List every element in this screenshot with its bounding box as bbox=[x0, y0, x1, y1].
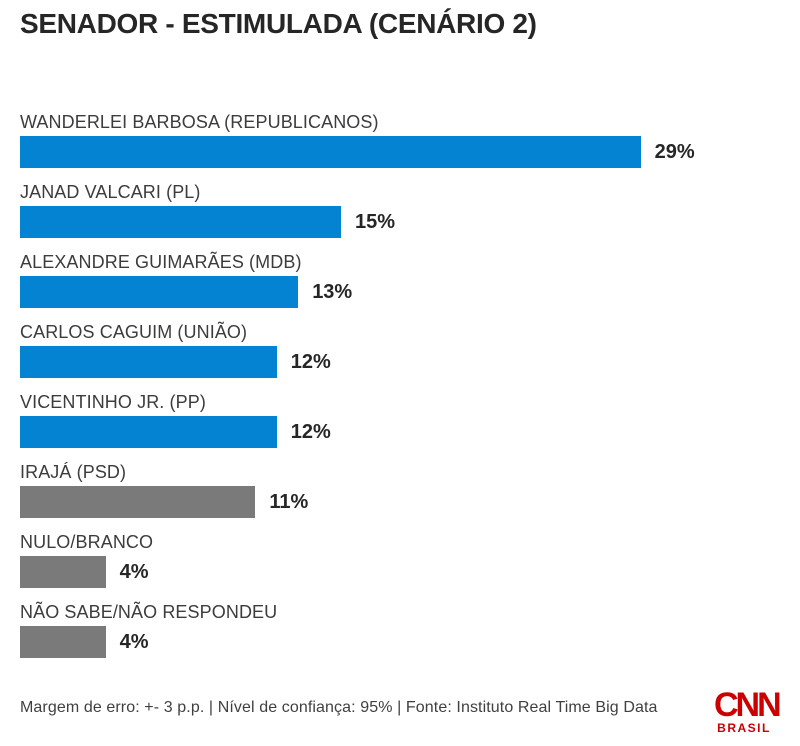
candidate-label: CARLOS CAGUIM (UNIÃO) bbox=[20, 322, 248, 342]
candidate-label: JANAD VALCARI (PL) bbox=[20, 182, 201, 202]
bar-row: ALEXANDRE GUIMARÃES (MDB) 13% bbox=[20, 252, 780, 308]
bar-line: 11% bbox=[20, 486, 780, 518]
bar bbox=[20, 206, 341, 238]
cnn-brasil-logo: CNN BRASIL bbox=[714, 686, 782, 735]
bar-value-label: 4% bbox=[119, 630, 149, 653]
bar-value-label: 11% bbox=[269, 490, 309, 513]
bar bbox=[20, 346, 277, 378]
bar-line: 12% bbox=[20, 416, 780, 448]
candidate-label: NULO/BRANCO bbox=[20, 532, 154, 552]
bar-value-label: 13% bbox=[312, 280, 353, 303]
bar-line: 12% bbox=[20, 346, 780, 378]
bar bbox=[20, 416, 277, 448]
bar-line: 13% bbox=[20, 276, 780, 308]
bar bbox=[20, 556, 106, 588]
bar-value-label: 15% bbox=[355, 210, 396, 233]
bar bbox=[20, 136, 641, 168]
bar-value-label: 29% bbox=[654, 140, 695, 163]
bar bbox=[20, 276, 299, 308]
bar-line: 15% bbox=[20, 206, 780, 238]
bar bbox=[20, 486, 256, 518]
page-title: SENADOR - ESTIMULADA (CENÁRIO 2) bbox=[20, 8, 537, 39]
bar-row: NULO/BRANCO 4% bbox=[20, 532, 780, 588]
cnn-logo-text: CNN bbox=[714, 686, 782, 724]
bar-chart: WANDERLEI BARBOSA (REPUBLICANOS) 29% JAN… bbox=[20, 112, 780, 672]
bar-row: CARLOS CAGUIM (UNIÃO) 12% bbox=[20, 322, 780, 378]
bar-row: NÃO SABE/NÃO RESPONDEU 4% bbox=[20, 602, 780, 658]
bar-row: JANAD VALCARI (PL) 15% bbox=[20, 182, 780, 238]
bar-row: WANDERLEI BARBOSA (REPUBLICANOS) 29% bbox=[20, 112, 780, 168]
candidate-label: VICENTINHO JR. (PP) bbox=[20, 392, 206, 412]
bar-value-label: 12% bbox=[290, 350, 331, 373]
bar-line: 4% bbox=[20, 626, 780, 658]
candidate-label: NÃO SABE/NÃO RESPONDEU bbox=[20, 602, 278, 622]
bar-value-label: 4% bbox=[119, 560, 149, 583]
bar-line: 29% bbox=[20, 136, 780, 168]
bar-row: VICENTINHO JR. (PP) 12% bbox=[20, 392, 780, 448]
cnn-logo-subtext: BRASIL bbox=[717, 721, 771, 735]
candidate-label: WANDERLEI BARBOSA (REPUBLICANOS) bbox=[20, 112, 379, 132]
bar-line: 4% bbox=[20, 556, 780, 588]
candidate-label: ALEXANDRE GUIMARÃES (MDB) bbox=[20, 252, 302, 272]
candidate-label: IRAJÁ (PSD) bbox=[20, 462, 127, 482]
footnote: Margem de erro: +- 3 p.p. | Nível de con… bbox=[20, 699, 658, 716]
bar bbox=[20, 626, 106, 658]
bar-row: IRAJÁ (PSD) 11% bbox=[20, 462, 780, 518]
bar-value-label: 12% bbox=[290, 420, 331, 443]
